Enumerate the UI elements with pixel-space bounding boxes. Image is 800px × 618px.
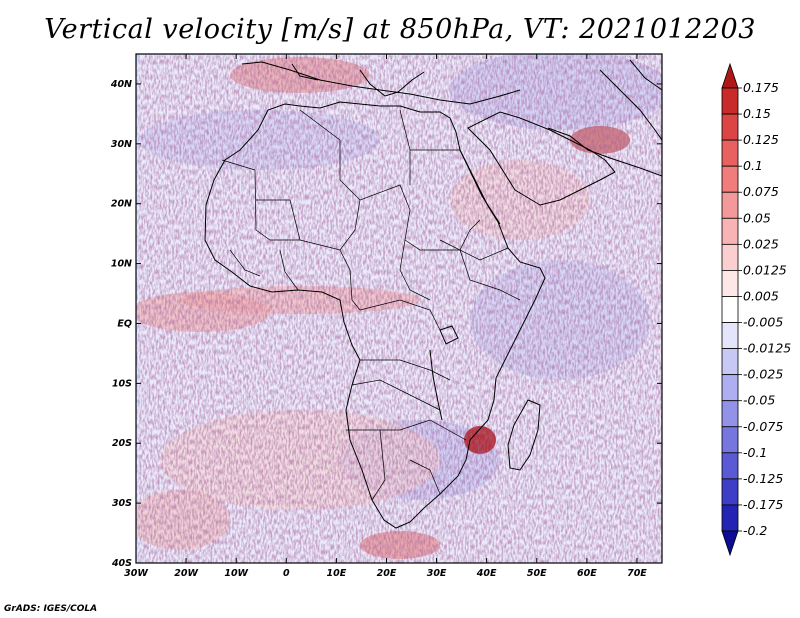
colorbar-label: -0.025 <box>743 367 783 382</box>
lon-tick-label: 40E <box>476 568 497 579</box>
colorbar-label: 0.0125 <box>743 262 787 277</box>
colorbar-segment <box>721 296 739 323</box>
colorbar-label: -0.125 <box>743 471 783 486</box>
colorbar-label: 0.005 <box>743 288 779 303</box>
velocity-field <box>136 54 662 563</box>
colorbar-cap-top <box>721 62 739 89</box>
lon-tick-label: 60E <box>577 568 597 579</box>
lat-tick-label: 10N <box>111 259 132 270</box>
colorbar-label: 0.125 <box>743 132 779 147</box>
lon-tick-label: 30E <box>427 568 447 579</box>
colorbar-label: -0.075 <box>743 419 783 434</box>
lat-tick-label: 30S <box>112 498 132 509</box>
lon-tick-label: 50E <box>527 568 547 579</box>
colorbar-label: -0.175 <box>743 497 783 512</box>
colorbar-cap-bottom <box>721 530 739 557</box>
lat-tick-label: 20N <box>111 199 132 210</box>
lat-tick-label: 30N <box>111 139 132 150</box>
lon-tick-label: 0 <box>283 568 290 579</box>
country-borders <box>221 109 521 501</box>
colorbar-segment <box>721 113 739 141</box>
colorbar-segment <box>721 452 739 480</box>
longitude-axis: 30W 20W 10W 0 10E 20E 30E 40E 50E 60E 70E <box>124 54 647 579</box>
credit-label: GrADS: IGES/COLA <box>4 604 98 614</box>
colorbar-label: 0.075 <box>743 184 779 199</box>
colorbar-label: -0.2 <box>743 523 767 538</box>
lon-tick-label: 30W <box>124 568 148 579</box>
lon-tick-label: 70E <box>627 568 647 579</box>
colorbar-segment <box>721 374 739 402</box>
lon-tick-label: 10E <box>327 568 347 579</box>
colorbar-segment <box>721 504 739 532</box>
colorbar-segment <box>721 217 739 245</box>
lat-tick-label: 10S <box>112 378 132 389</box>
coastlines <box>204 59 662 529</box>
colorbar-segment <box>721 348 739 376</box>
colorbar-segment <box>721 322 739 349</box>
latitude-axis: 40N 30N 20N 10N EQ 10S 20S 30S 40S <box>110 79 662 569</box>
colorbar: 0.175 0.15 0.125 0.1 0.075 0.05 0.025 0.0125 0.0… <box>721 62 791 557</box>
colorbar-label: 0.175 <box>743 80 779 95</box>
lon-tick-label: 10W <box>224 568 248 579</box>
colorbar-segment <box>721 426 739 454</box>
map-frame <box>135 53 663 564</box>
colorbar-label: -0.005 <box>743 315 783 330</box>
colorbar-label: 0.1 <box>743 158 763 173</box>
colorbar-label: 0.05 <box>743 210 771 225</box>
lon-tick-label: 20W <box>174 568 198 579</box>
lat-tick-label: 40N <box>110 79 132 90</box>
lat-tick-label: 40S <box>111 558 132 569</box>
colorbar-segment <box>721 270 739 297</box>
colorbar-label: -0.0125 <box>743 341 791 356</box>
colorbar-segment <box>721 87 739 115</box>
colorbar-label: 0.025 <box>743 236 779 251</box>
colorbar-segment <box>721 243 739 271</box>
colorbar-label: -0.1 <box>743 445 767 460</box>
colorbar-segment <box>721 139 739 167</box>
chart-title: Vertical velocity [m/s] at 850hPa, VT: 2… <box>44 14 756 45</box>
lat-tick-label: 20S <box>112 438 132 449</box>
colorbar-segment <box>721 478 739 506</box>
colorbar-label: 0.15 <box>743 106 771 121</box>
colorbar-label: -0.05 <box>743 393 775 408</box>
lat-tick-label: EQ <box>117 318 132 329</box>
lon-tick-label: 20E <box>377 568 397 579</box>
colorbar-segment <box>721 165 739 193</box>
colorbar-segment <box>721 400 739 428</box>
colorbar-segment <box>721 191 739 219</box>
